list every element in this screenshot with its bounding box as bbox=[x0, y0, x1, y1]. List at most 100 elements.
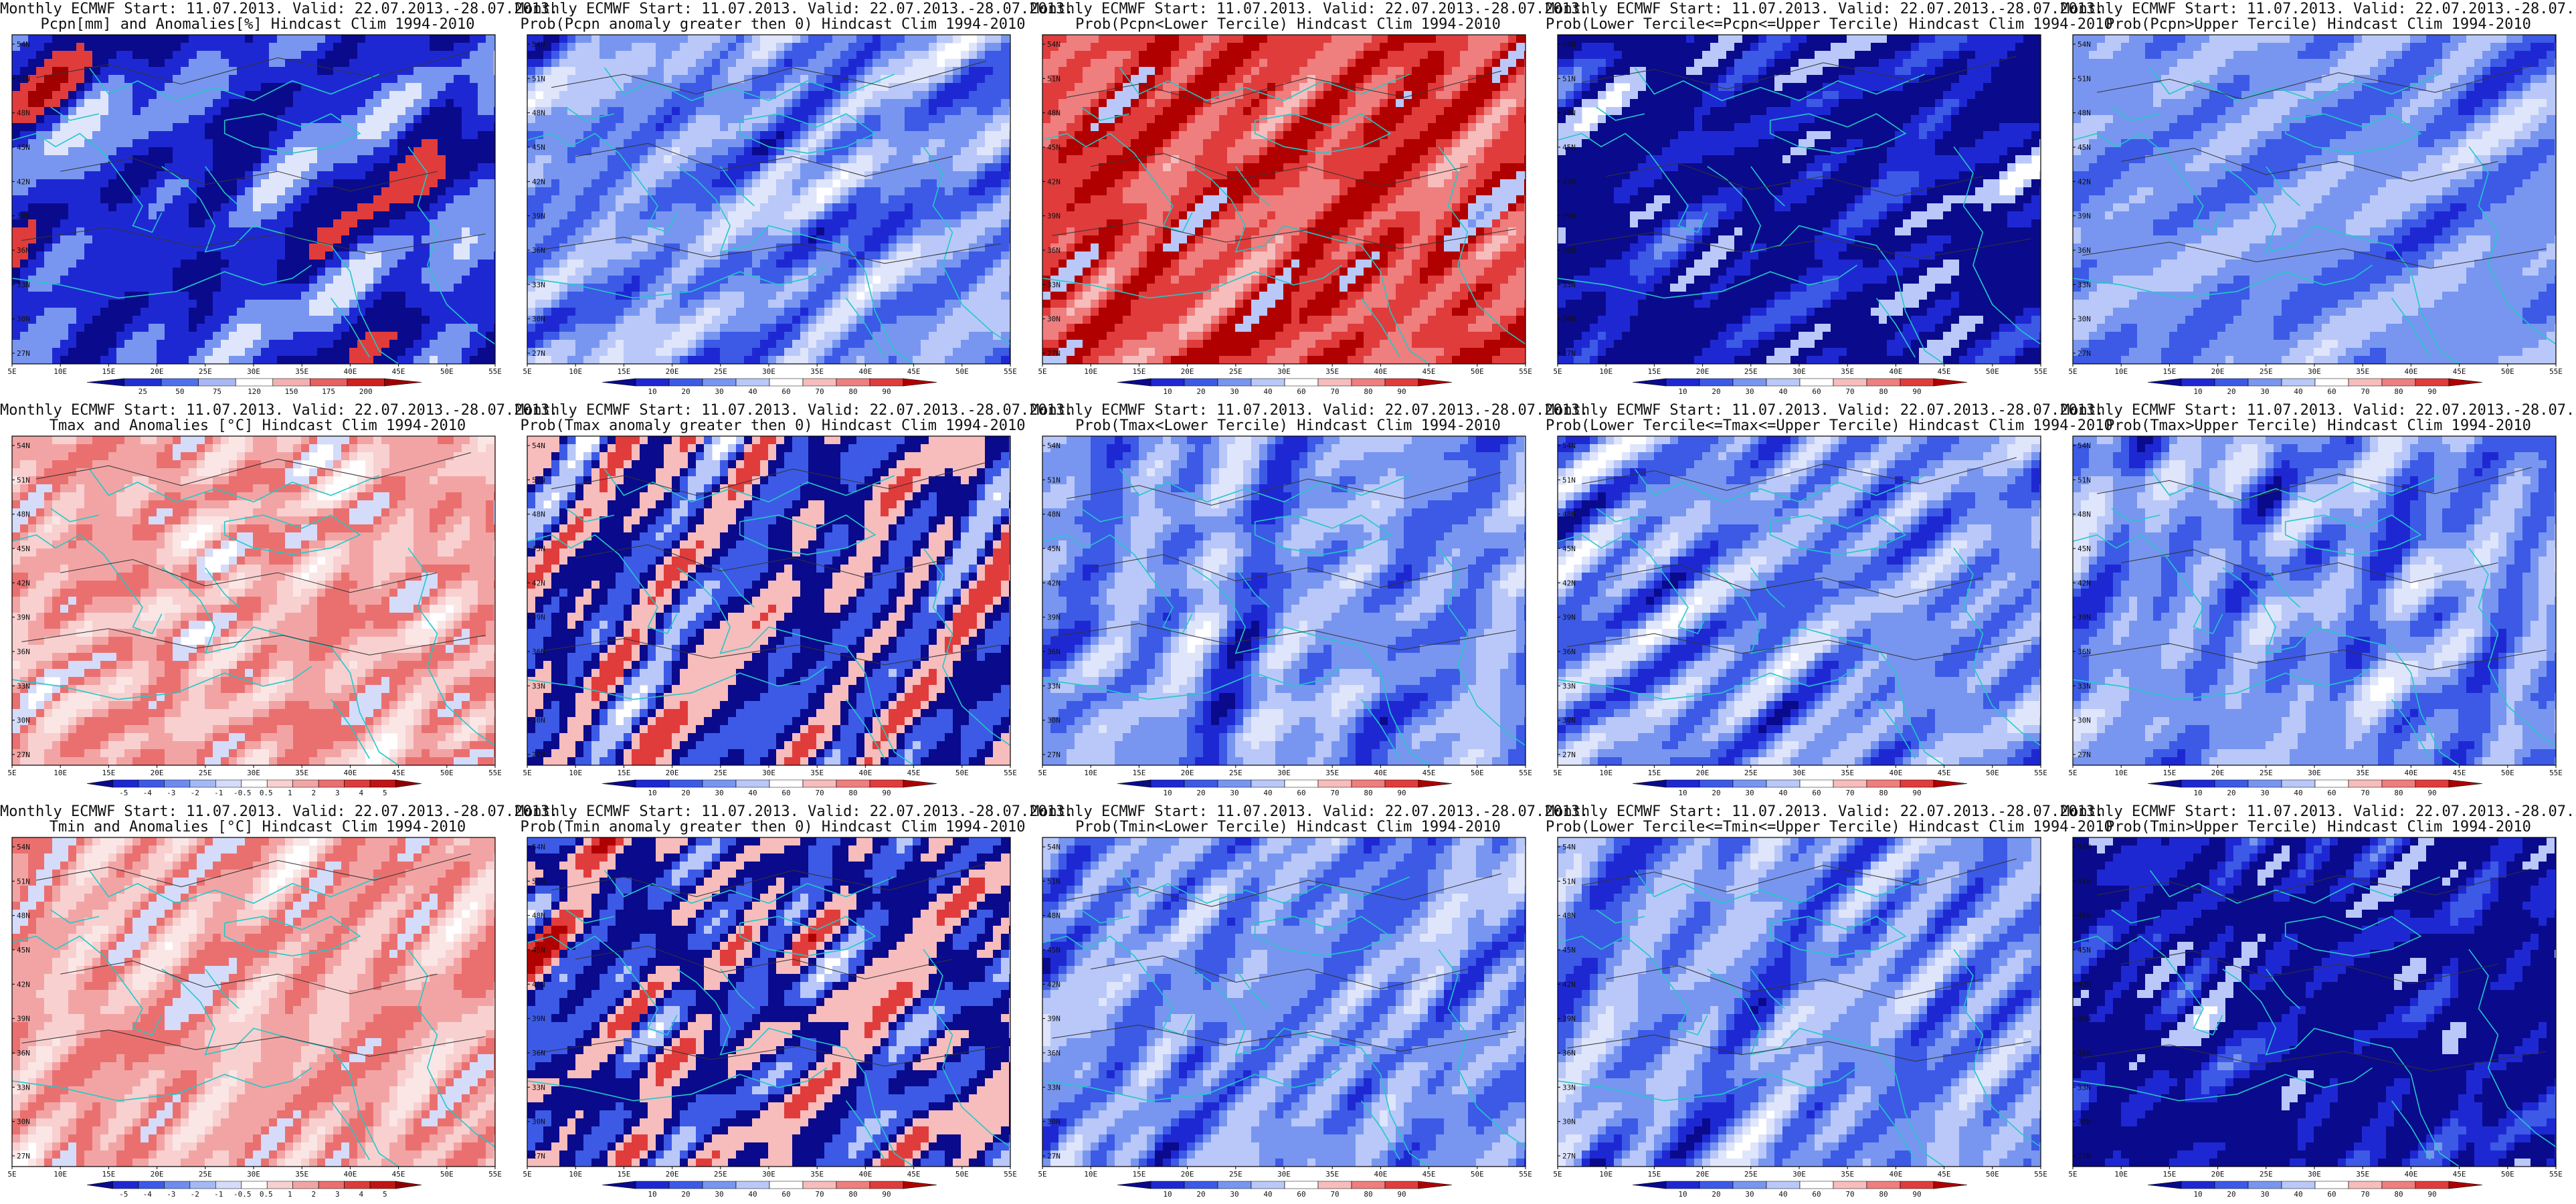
colorbar-label: 40 bbox=[1778, 789, 1787, 797]
colorbar-swatch bbox=[836, 779, 870, 788]
lon-tick-label: 10E bbox=[569, 1170, 582, 1179]
map-figure: 5E 10E 15E 20E 25E 30E 35E 40E 45E 50E 55E27N30N33… bbox=[7, 435, 502, 797]
colorbar-swatch bbox=[2314, 1181, 2349, 1189]
lon-tick-label: 45E bbox=[2453, 367, 2466, 376]
lon-tick-label: 30E bbox=[1277, 367, 1291, 376]
lat-tick-label: 42N bbox=[532, 980, 545, 989]
lat-tick-label: 54N bbox=[17, 40, 30, 49]
colorbar-swatch bbox=[138, 779, 165, 788]
lat-tick-label: 42N bbox=[1562, 980, 1576, 989]
colorbar-label: 4 bbox=[359, 1190, 363, 1199]
map-figure: 5E 10E 15E 20E 25E 30E 35E 40E 45E 50E 55E27N30N33… bbox=[2068, 34, 2563, 396]
lon-tick-label: 30E bbox=[247, 367, 260, 376]
lat-tick-label: 54N bbox=[1562, 843, 1576, 851]
colorbar-label: 30 bbox=[1230, 1190, 1238, 1199]
colorbar-label: 50 bbox=[175, 387, 184, 396]
map-panel-r2c3: 5E 10E 15E 20E 25E 30E 35E 40E 45E 50E 55E 27N 30N 33… bbox=[1030, 401, 1588, 803]
colorbar-swatch bbox=[1351, 378, 1386, 387]
lon-tick-label: 35E bbox=[295, 769, 308, 777]
coastlines bbox=[2073, 67, 2556, 364]
lat-tick-label: 45N bbox=[1562, 946, 1576, 955]
colorbar-label: 150 bbox=[285, 387, 298, 396]
lat-tick-label: 51N bbox=[1047, 74, 1061, 83]
colorbar-label: -4 bbox=[143, 1190, 153, 1199]
colorbar-label: 70 bbox=[815, 387, 824, 396]
lat-tick-label: 45N bbox=[2078, 143, 2091, 152]
colorbar-swatch bbox=[1766, 378, 1801, 387]
colorbar-swatch bbox=[869, 779, 904, 788]
lat-tick-label: 33N bbox=[2078, 682, 2091, 690]
colorbar-label: 90 bbox=[2427, 1190, 2436, 1199]
colorbar-swatch bbox=[602, 1181, 636, 1189]
colorbar-swatch bbox=[138, 1181, 165, 1189]
colorbar: 10 20 30 40 60 70 80 90 bbox=[1117, 779, 1453, 797]
lon-tick-label: 15E bbox=[1647, 1170, 1661, 1179]
map-panel-r2c1: 5E 10E 15E 20E 25E 30E 35E 40E 45E 50E 55E 27N 30N 33… bbox=[0, 401, 558, 803]
colorbar-label: 70 bbox=[1330, 789, 1339, 797]
lon-tick-label: 35E bbox=[1325, 367, 1339, 376]
colorbar-label: 60 bbox=[781, 789, 790, 797]
colorbar-swatch bbox=[1799, 779, 1834, 788]
colorbar-swatch bbox=[802, 779, 837, 788]
lon-tick-label: 45E bbox=[2453, 769, 2466, 777]
colorbar-swatch bbox=[2381, 378, 2416, 387]
lat-tick-label: 39N bbox=[2078, 613, 2091, 622]
lon-tick-label: 10E bbox=[1084, 1170, 1097, 1179]
lon-tick-label: 15E bbox=[102, 1170, 115, 1179]
colorbar: 10 20 30 40 60 70 80 90 bbox=[602, 1181, 937, 1199]
lon-tick-label: 30E bbox=[247, 1170, 260, 1179]
lat-tick-label: 27N bbox=[1562, 750, 1576, 759]
colorbar-label: 10 bbox=[648, 387, 656, 396]
lon-tick-label: 40E bbox=[343, 367, 357, 376]
colorbar-swatch bbox=[2415, 779, 2450, 788]
lon-tick-label: 5E bbox=[1553, 1170, 1562, 1179]
lat-tick-label: 27N bbox=[2078, 349, 2091, 358]
colorbar-swatch bbox=[2181, 378, 2215, 387]
lon-tick-label: 15E bbox=[102, 367, 115, 376]
colorbar-label: 10 bbox=[1678, 387, 1687, 396]
lat-tick-label: 39N bbox=[532, 613, 545, 622]
lat-tick-label: 45N bbox=[17, 544, 30, 553]
colorbar-swatch bbox=[1184, 378, 1218, 387]
contour-isolines bbox=[21, 51, 486, 254]
colorbar-label: 30 bbox=[2260, 387, 2269, 396]
lon-tick-label: 25E bbox=[199, 1170, 212, 1179]
lon-tick-label: 20E bbox=[2211, 1170, 2225, 1179]
lat-tick-label: 39N bbox=[17, 613, 30, 622]
lon-tick-label: 10E bbox=[1599, 1170, 1613, 1179]
colorbar-label: 10 bbox=[1678, 1190, 1687, 1199]
colorbar-label: 60 bbox=[781, 1190, 790, 1199]
colorbar-label: 60 bbox=[1297, 789, 1305, 797]
lat-tick-label: 54N bbox=[532, 441, 545, 450]
lon-tick-label: 50E bbox=[1986, 769, 1999, 777]
colorbar-swatch bbox=[1833, 1181, 1867, 1189]
lon-tick-label: 35E bbox=[810, 1170, 824, 1179]
colorbar-swatch bbox=[189, 1181, 216, 1189]
lat-tick-label: 27N bbox=[17, 1152, 30, 1161]
lat-tick-label: 39N bbox=[1047, 212, 1061, 221]
lon-tick-label: 30E bbox=[1792, 769, 1806, 777]
colorbar-label: 1 bbox=[288, 789, 292, 797]
lon-tick-label: 5E bbox=[2068, 1170, 2077, 1179]
colorbar-swatch bbox=[1317, 378, 1352, 387]
lat-tick-label: 45N bbox=[532, 143, 545, 152]
map-figure: 5E 10E 15E 20E 25E 30E 35E 40E 45E 50E 55E27N30N33… bbox=[523, 435, 1017, 797]
colorbar-label: 4 bbox=[359, 789, 363, 797]
forecast-field bbox=[527, 837, 1010, 1167]
colorbar-label: 40 bbox=[2294, 1190, 2302, 1199]
colorbar-swatch bbox=[395, 779, 422, 788]
lat-tick-label: 48N bbox=[17, 510, 30, 519]
lat-tick-label: 54N bbox=[1562, 40, 1576, 49]
colorbar-swatch bbox=[2448, 779, 2483, 788]
lon-tick-label: 20E bbox=[666, 367, 679, 376]
contour-isolines bbox=[1052, 873, 1516, 1052]
lon-tick-label: 55E bbox=[1004, 769, 1017, 777]
colorbar-label: 20 bbox=[681, 387, 690, 396]
panel-title-line2: Prob(Tmin>Upper Tercile) Hindcast Clim 1… bbox=[2061, 819, 2576, 835]
colorbar-label: 80 bbox=[1879, 387, 1888, 396]
lon-tick-label: 5E bbox=[523, 1170, 531, 1179]
colorbar: 10 20 30 40 60 70 80 90 bbox=[1632, 1181, 1968, 1199]
lon-tick-label: 15E bbox=[1647, 367, 1661, 376]
lat-tick-label: 54N bbox=[1047, 441, 1061, 450]
lon-tick-label: 30E bbox=[762, 1170, 775, 1179]
